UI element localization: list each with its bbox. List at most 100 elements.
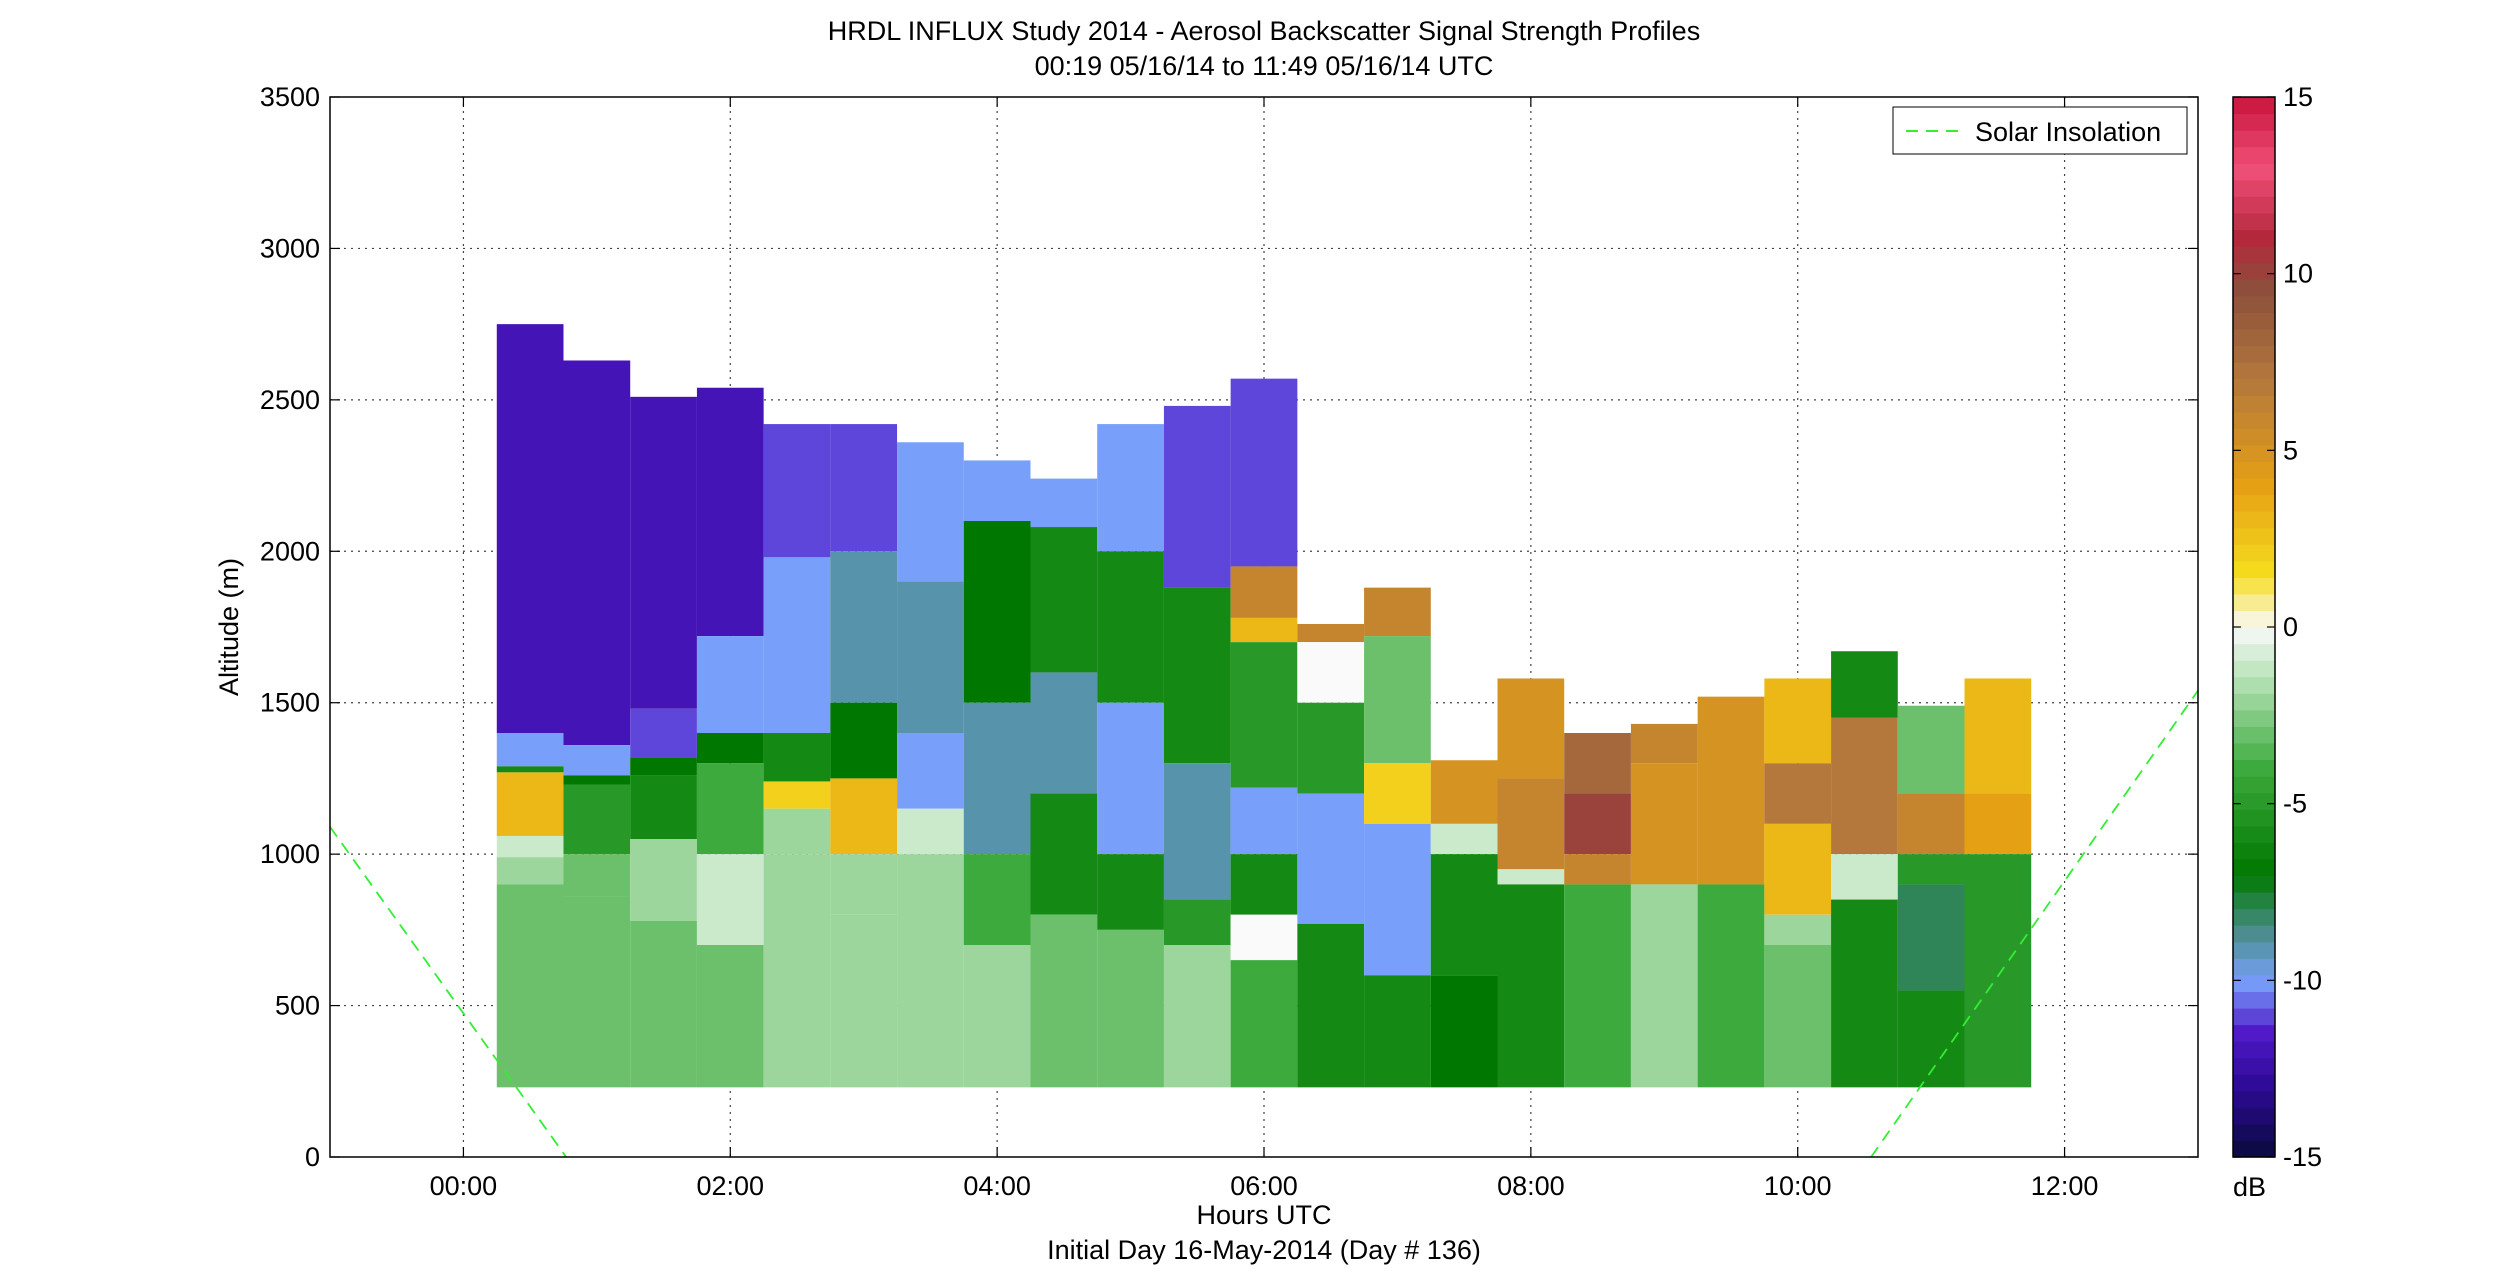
heatmap-cell — [1163, 405, 1231, 588]
colorbar-segment — [2233, 1024, 2275, 1042]
colorbar-segment — [2233, 378, 2275, 396]
heatmap-cell — [830, 778, 898, 855]
heatmap-cell — [1030, 793, 1098, 915]
colorbar-segment — [2233, 362, 2275, 380]
heatmap-cell — [763, 781, 831, 809]
colorbar-segment — [2233, 776, 2275, 794]
heatmap-cell — [696, 387, 764, 637]
heatmap-cell — [1297, 702, 1365, 794]
heatmap-cell — [496, 766, 564, 773]
heatmap-cell — [1030, 478, 1098, 528]
heatmap-cell — [630, 396, 697, 709]
colorbar-segment — [2233, 527, 2275, 545]
colorbar-segment — [2233, 759, 2275, 777]
colorbar-tick-label: 15 — [2283, 82, 2313, 112]
colorbar-segment — [2233, 428, 2275, 446]
colorbar-segment — [2233, 693, 2275, 711]
heatmap-cell — [1564, 793, 1631, 855]
heatmap-cell — [897, 442, 964, 582]
heatmap-cell — [1430, 760, 1498, 824]
heatmap-cell — [763, 733, 831, 782]
heatmap-cell — [1364, 587, 1431, 637]
solar-insolation-segment — [1870, 690, 2198, 1157]
legend-label-solar-insolation: Solar Insolation — [1975, 117, 2161, 147]
heatmap-cell — [1230, 642, 1298, 788]
y-axis-label: Altitude (m) — [214, 558, 244, 696]
heatmap-cell — [1230, 914, 1298, 961]
x-axis-label: Hours UTC — [1196, 1200, 1331, 1230]
x-tick-label: 08:00 — [1497, 1171, 1565, 1201]
colorbar-segment — [2233, 444, 2275, 462]
colorbar-segment — [2233, 1041, 2275, 1059]
heatmap-cell — [1497, 778, 1565, 870]
heatmap-cell — [1364, 636, 1431, 764]
heatmap-cell — [897, 733, 964, 809]
colorbar-segment — [2233, 1007, 2275, 1026]
heatmap-cell — [630, 839, 697, 921]
colorbar — [2233, 97, 2275, 1158]
heatmap-cell — [1364, 975, 1431, 1088]
colorbar-segment — [2233, 477, 2275, 496]
colorbar-segment — [2233, 1057, 2275, 1075]
heatmap-cell — [1163, 763, 1231, 900]
heatmap-cell — [1297, 923, 1365, 1088]
colorbar-segment — [2233, 130, 2275, 148]
heatmap-cell — [1697, 884, 1765, 1088]
heatmap-cell — [1230, 566, 1298, 618]
heatmap-cell — [1230, 960, 1298, 1088]
y-tick-label: 3500 — [260, 82, 320, 112]
colorbar-segment — [2233, 858, 2275, 877]
colorbar-tick-label: 10 — [2283, 259, 2313, 289]
colorbar-segment — [2233, 246, 2275, 264]
y-tick-label: 2500 — [260, 385, 320, 415]
colorbar-segment — [2233, 163, 2275, 181]
colorbar-segment — [2233, 212, 2275, 231]
colorbar-segment — [2233, 279, 2275, 297]
x-tick-label: 00:00 — [430, 1171, 498, 1201]
colorbar-segment — [2233, 411, 2275, 429]
heatmap-cell — [1964, 854, 2032, 1088]
heatmap-cell — [563, 784, 631, 855]
heatmap-cell — [696, 945, 764, 1088]
heatmap-cell — [1964, 793, 2032, 855]
colorbar-segment — [2233, 328, 2275, 347]
colorbar-segment — [2233, 825, 2275, 843]
heatmap-cell — [1764, 914, 1832, 945]
heatmap-cell — [763, 808, 831, 855]
heatmap-cell — [1030, 527, 1098, 673]
solar-insolation-line — [330, 690, 2198, 1157]
colorbar-segment — [2233, 593, 2275, 612]
heatmap-cell — [830, 551, 898, 703]
x-axis-ticks: 00:00 02:00 04:00 06:00 08:00 10:00 12:00 — [430, 97, 2098, 1201]
colorbar-segment — [2233, 676, 2275, 694]
colorbar-segment — [2233, 1140, 2275, 1158]
heatmap-cell — [563, 745, 631, 776]
heatmap-cell — [1364, 763, 1431, 824]
x-tick-label: 06:00 — [1230, 1171, 1298, 1201]
heatmap-cell — [696, 854, 764, 945]
heatmap-cell — [1630, 723, 1698, 764]
heatmap-cell — [630, 920, 697, 1088]
heatmap-cell — [763, 557, 831, 733]
heatmap-cell — [1230, 617, 1298, 643]
heatmap-cell — [830, 702, 898, 779]
colorbar-segment — [2233, 577, 2275, 595]
heatmap-cell — [1030, 914, 1098, 1088]
heatmap-cell — [496, 324, 564, 733]
heatmap-cell — [1964, 678, 2032, 794]
heatmap-cell — [1497, 884, 1565, 1088]
heatmap-cell — [563, 775, 631, 785]
chart-subtitle: 00:19 05/16/14 to 11:49 05/16/14 UTC — [1035, 51, 1494, 81]
heatmap-cell — [763, 854, 831, 1088]
heatmap-cell — [630, 708, 697, 758]
heatmap-cell — [1230, 854, 1298, 915]
colorbar-segment — [2233, 792, 2275, 810]
y-tick-label: 0 — [305, 1142, 320, 1172]
heatmap-cell — [1097, 854, 1164, 930]
colorbar-segment — [2233, 345, 2275, 363]
heatmap-cell — [496, 884, 564, 1088]
colorbar-segment — [2233, 295, 2275, 313]
colorbar-segment — [2233, 461, 2275, 479]
heatmap-cell — [1030, 672, 1098, 794]
